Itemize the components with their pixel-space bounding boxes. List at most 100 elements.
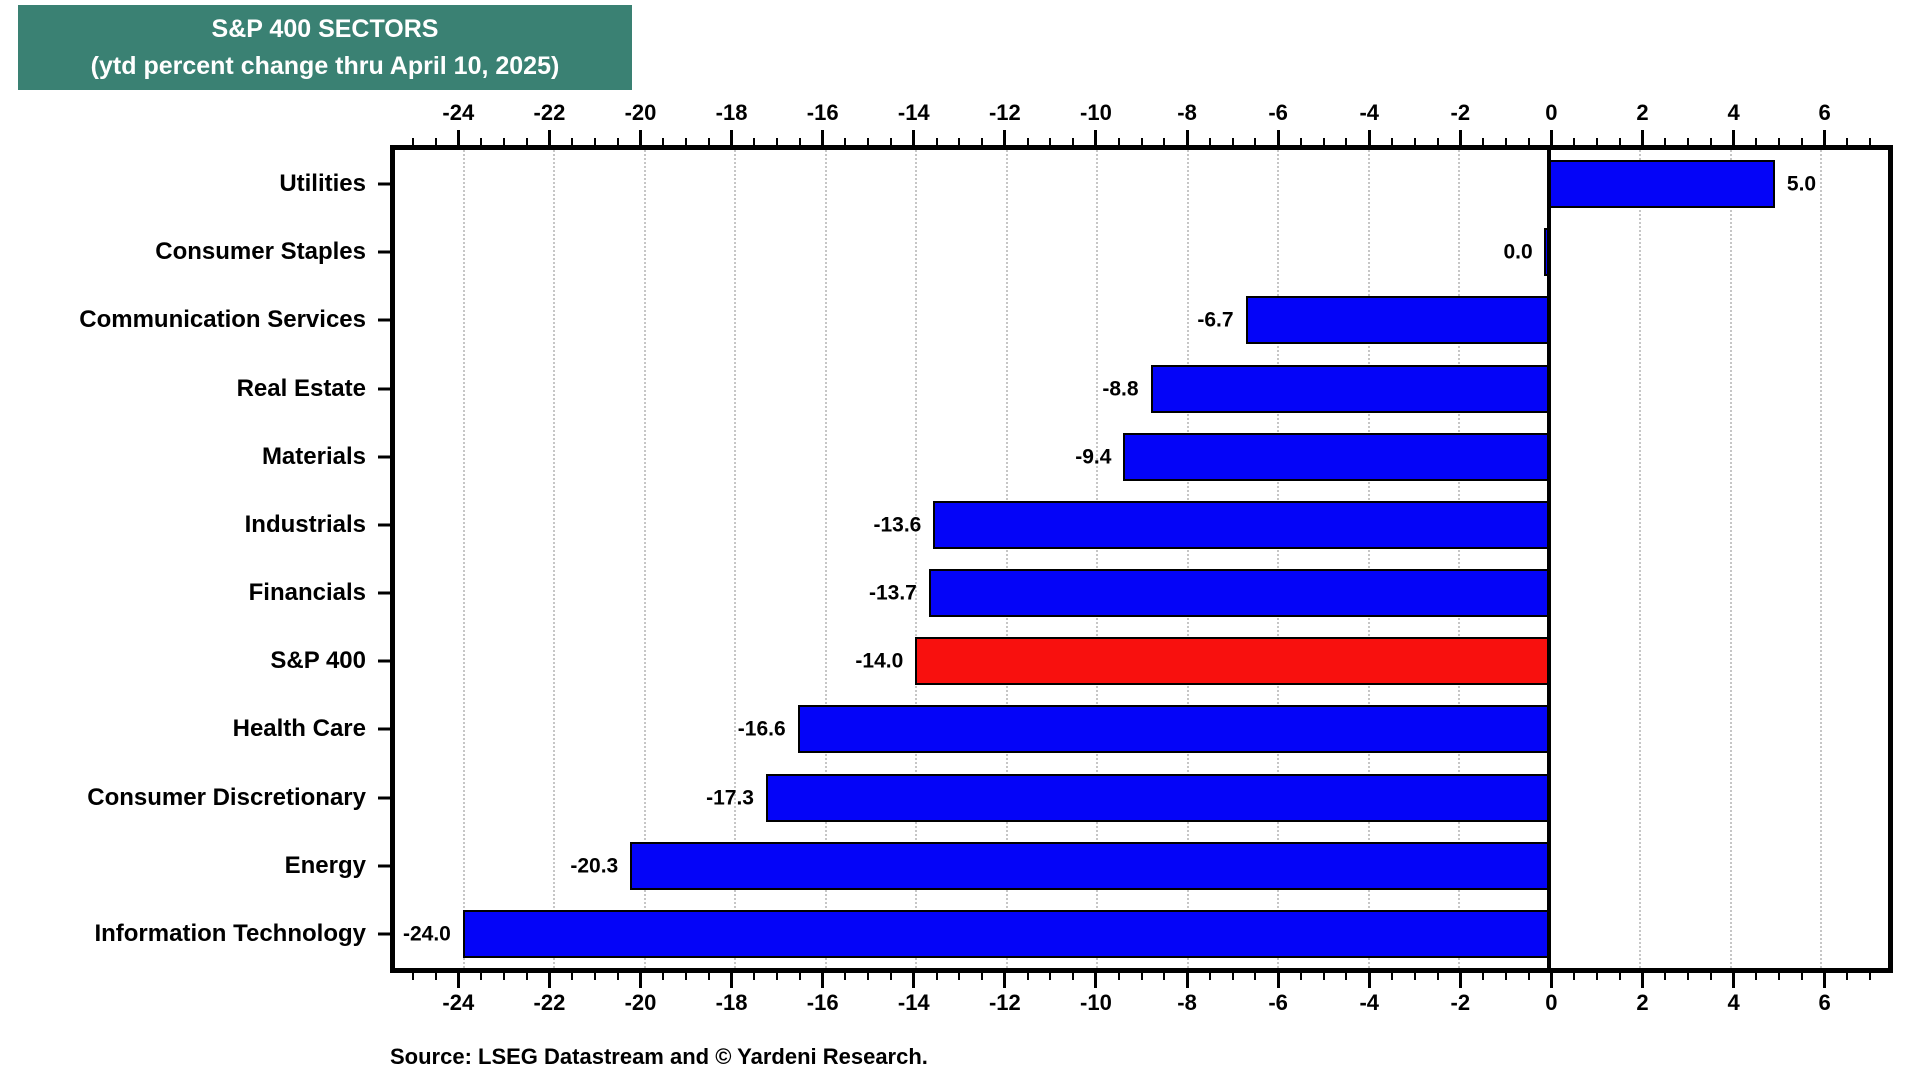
minor-tick [1846, 138, 1849, 145]
category-tick [378, 387, 390, 391]
minor-tick [1390, 138, 1393, 145]
x-tick-label: -6 [1268, 100, 1288, 125]
chart-title-line1: S&P 400 SECTORS [211, 15, 439, 43]
minor-tick [1322, 138, 1325, 145]
major-tick [1003, 130, 1007, 145]
minor-tick [889, 138, 892, 145]
minor-tick [1527, 138, 1530, 145]
major-tick [1549, 973, 1553, 988]
bar-financials [928, 569, 1549, 618]
minor-tick [685, 973, 688, 980]
bars-layer: 5.0 0.0 -6.7 -8.8 -9.4 -13.6 -13.7 -14.0 -16.6 -1… [395, 150, 1888, 968]
major-tick [1367, 130, 1371, 145]
bar-consumer-discretionary [765, 773, 1549, 822]
category-tick [378, 727, 390, 731]
major-tick [1458, 973, 1462, 988]
minor-tick [1846, 973, 1849, 980]
minor-tick [502, 973, 505, 980]
bar-value-label: -8.8 [1102, 377, 1139, 401]
bar-value-label: -20.3 [570, 854, 619, 878]
minor-tick [798, 973, 801, 980]
minor-tick [958, 973, 961, 980]
minor-tick [662, 973, 665, 980]
minor-tick [1117, 973, 1120, 980]
minor-tick [411, 973, 414, 980]
bar-value-label: -6.7 [1197, 308, 1234, 332]
x-tick-label: -14 [897, 100, 930, 125]
chart-title-box: S&P 400 SECTORS (ytd percent change thru… [18, 5, 632, 90]
x-tick-label: -4 [1359, 100, 1379, 125]
x-tick-label: -2 [1450, 100, 1471, 125]
minor-tick [571, 138, 574, 145]
bar-consumer-staples [1543, 228, 1549, 277]
category-label: Financials [248, 579, 366, 607]
minor-tick [1482, 973, 1485, 980]
gridline [553, 150, 556, 968]
minor-tick [1664, 973, 1667, 980]
category-label: Consumer Staples [155, 238, 366, 266]
minor-tick [753, 138, 756, 145]
major-tick [547, 973, 551, 988]
major-tick [1276, 973, 1280, 988]
minor-tick [1504, 138, 1507, 145]
minor-tick [1254, 138, 1257, 145]
minor-tick [434, 138, 437, 145]
category-tick [378, 182, 390, 186]
minor-tick [571, 973, 574, 980]
gridline [734, 150, 737, 968]
minor-tick [1573, 973, 1576, 980]
x-tick-label: -22 [533, 990, 566, 1015]
minor-tick [1163, 973, 1166, 980]
minor-tick [1869, 138, 1872, 145]
minor-tick [1709, 138, 1712, 145]
minor-tick [1117, 138, 1120, 145]
major-tick [821, 973, 825, 988]
category-tick [378, 796, 390, 800]
minor-tick [1231, 138, 1234, 145]
minor-tick [1345, 138, 1348, 145]
bar-communication-services [1245, 296, 1549, 345]
minor-tick [798, 138, 801, 145]
x-tick-label: 6 [1818, 990, 1831, 1015]
minor-tick [1140, 138, 1143, 145]
source-note: Source: LSEG Datastream and © Yardeni Re… [390, 1044, 928, 1069]
category-label: Information Technology [94, 919, 366, 947]
x-tick-label: -24 [442, 100, 475, 125]
bar-value-label: 0.0 [1503, 240, 1533, 264]
minor-tick [1299, 138, 1302, 145]
minor-tick [981, 973, 984, 980]
plot-area: 5.0 0.0 -6.7 -8.8 -9.4 -13.6 -13.7 -14.0 -16.6 -1… [390, 145, 1893, 973]
minor-tick [1390, 973, 1393, 980]
x-tick-label: 2 [1636, 990, 1649, 1015]
category-label: S&P 400 [270, 647, 366, 675]
x-tick-label: 2 [1636, 100, 1649, 125]
category-label: Communication Services [79, 306, 366, 334]
minor-tick [1618, 138, 1621, 145]
gridline [915, 150, 918, 968]
y-axis-labels: Utilities Consumer Staples Communication S… [0, 150, 390, 968]
major-tick [1641, 130, 1644, 145]
minor-tick [1595, 138, 1598, 145]
minor-tick [1595, 973, 1598, 980]
gridline [1005, 150, 1008, 968]
minor-tick [411, 138, 414, 145]
minor-tick [593, 973, 596, 980]
major-tick [1732, 973, 1736, 988]
minor-tick [1140, 973, 1143, 980]
x-tick-label: -12 [988, 990, 1021, 1015]
gridline [462, 150, 465, 968]
bar-health-care [797, 705, 1549, 754]
major-tick [1367, 973, 1371, 988]
minor-tick [593, 138, 596, 145]
gridline [1639, 150, 1642, 968]
category-tick [378, 318, 390, 322]
minor-tick [1800, 138, 1803, 145]
major-tick [821, 130, 825, 145]
major-tick [456, 973, 460, 988]
minor-tick [525, 973, 528, 980]
major-tick [730, 973, 734, 988]
major-tick [1732, 130, 1736, 145]
x-tick-label: -16 [806, 100, 839, 125]
minor-tick [1231, 973, 1234, 980]
minor-tick [1618, 973, 1621, 980]
